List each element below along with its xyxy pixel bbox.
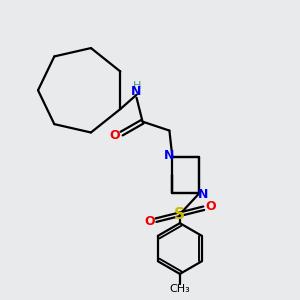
Text: S: S: [174, 207, 185, 222]
Text: N: N: [198, 188, 208, 201]
Text: O: O: [110, 129, 120, 142]
Text: H: H: [133, 81, 141, 92]
Text: O: O: [205, 200, 216, 213]
Text: CH₃: CH₃: [169, 284, 190, 295]
Text: N: N: [164, 149, 174, 163]
Text: O: O: [144, 215, 155, 228]
Text: N: N: [131, 85, 142, 98]
